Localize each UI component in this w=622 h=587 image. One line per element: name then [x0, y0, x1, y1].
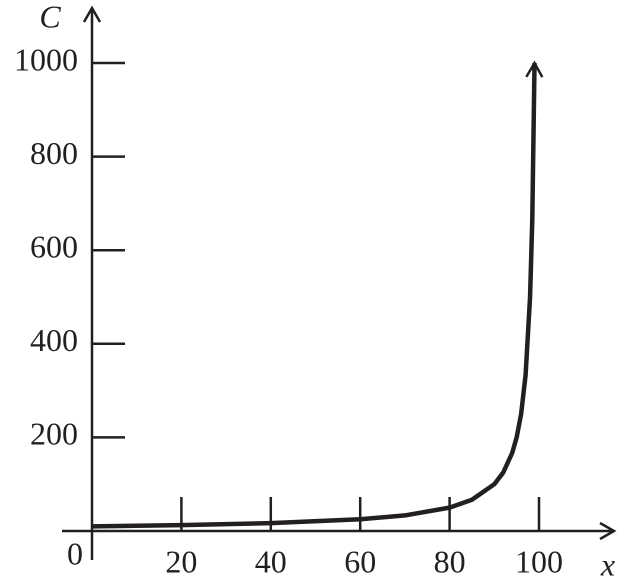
x-tick-label: 100 [515, 543, 563, 579]
y-tick-label: 600 [30, 229, 78, 265]
x-tick-label: 20 [165, 543, 197, 579]
y-tick-label: 800 [30, 135, 78, 171]
x-tick-label: 0 [67, 535, 83, 571]
curve [91, 60, 544, 529]
x-axis-label: x [600, 546, 615, 582]
y-tick-label: 200 [30, 416, 78, 452]
x-tick-label: 80 [434, 543, 466, 579]
y-axis-label: C [39, 0, 61, 34]
y-tick-label: 400 [30, 322, 78, 358]
y-tick-label: 1000 [14, 41, 78, 77]
x-tick-label: 60 [344, 543, 376, 579]
x-tick-label: 40 [255, 543, 287, 579]
